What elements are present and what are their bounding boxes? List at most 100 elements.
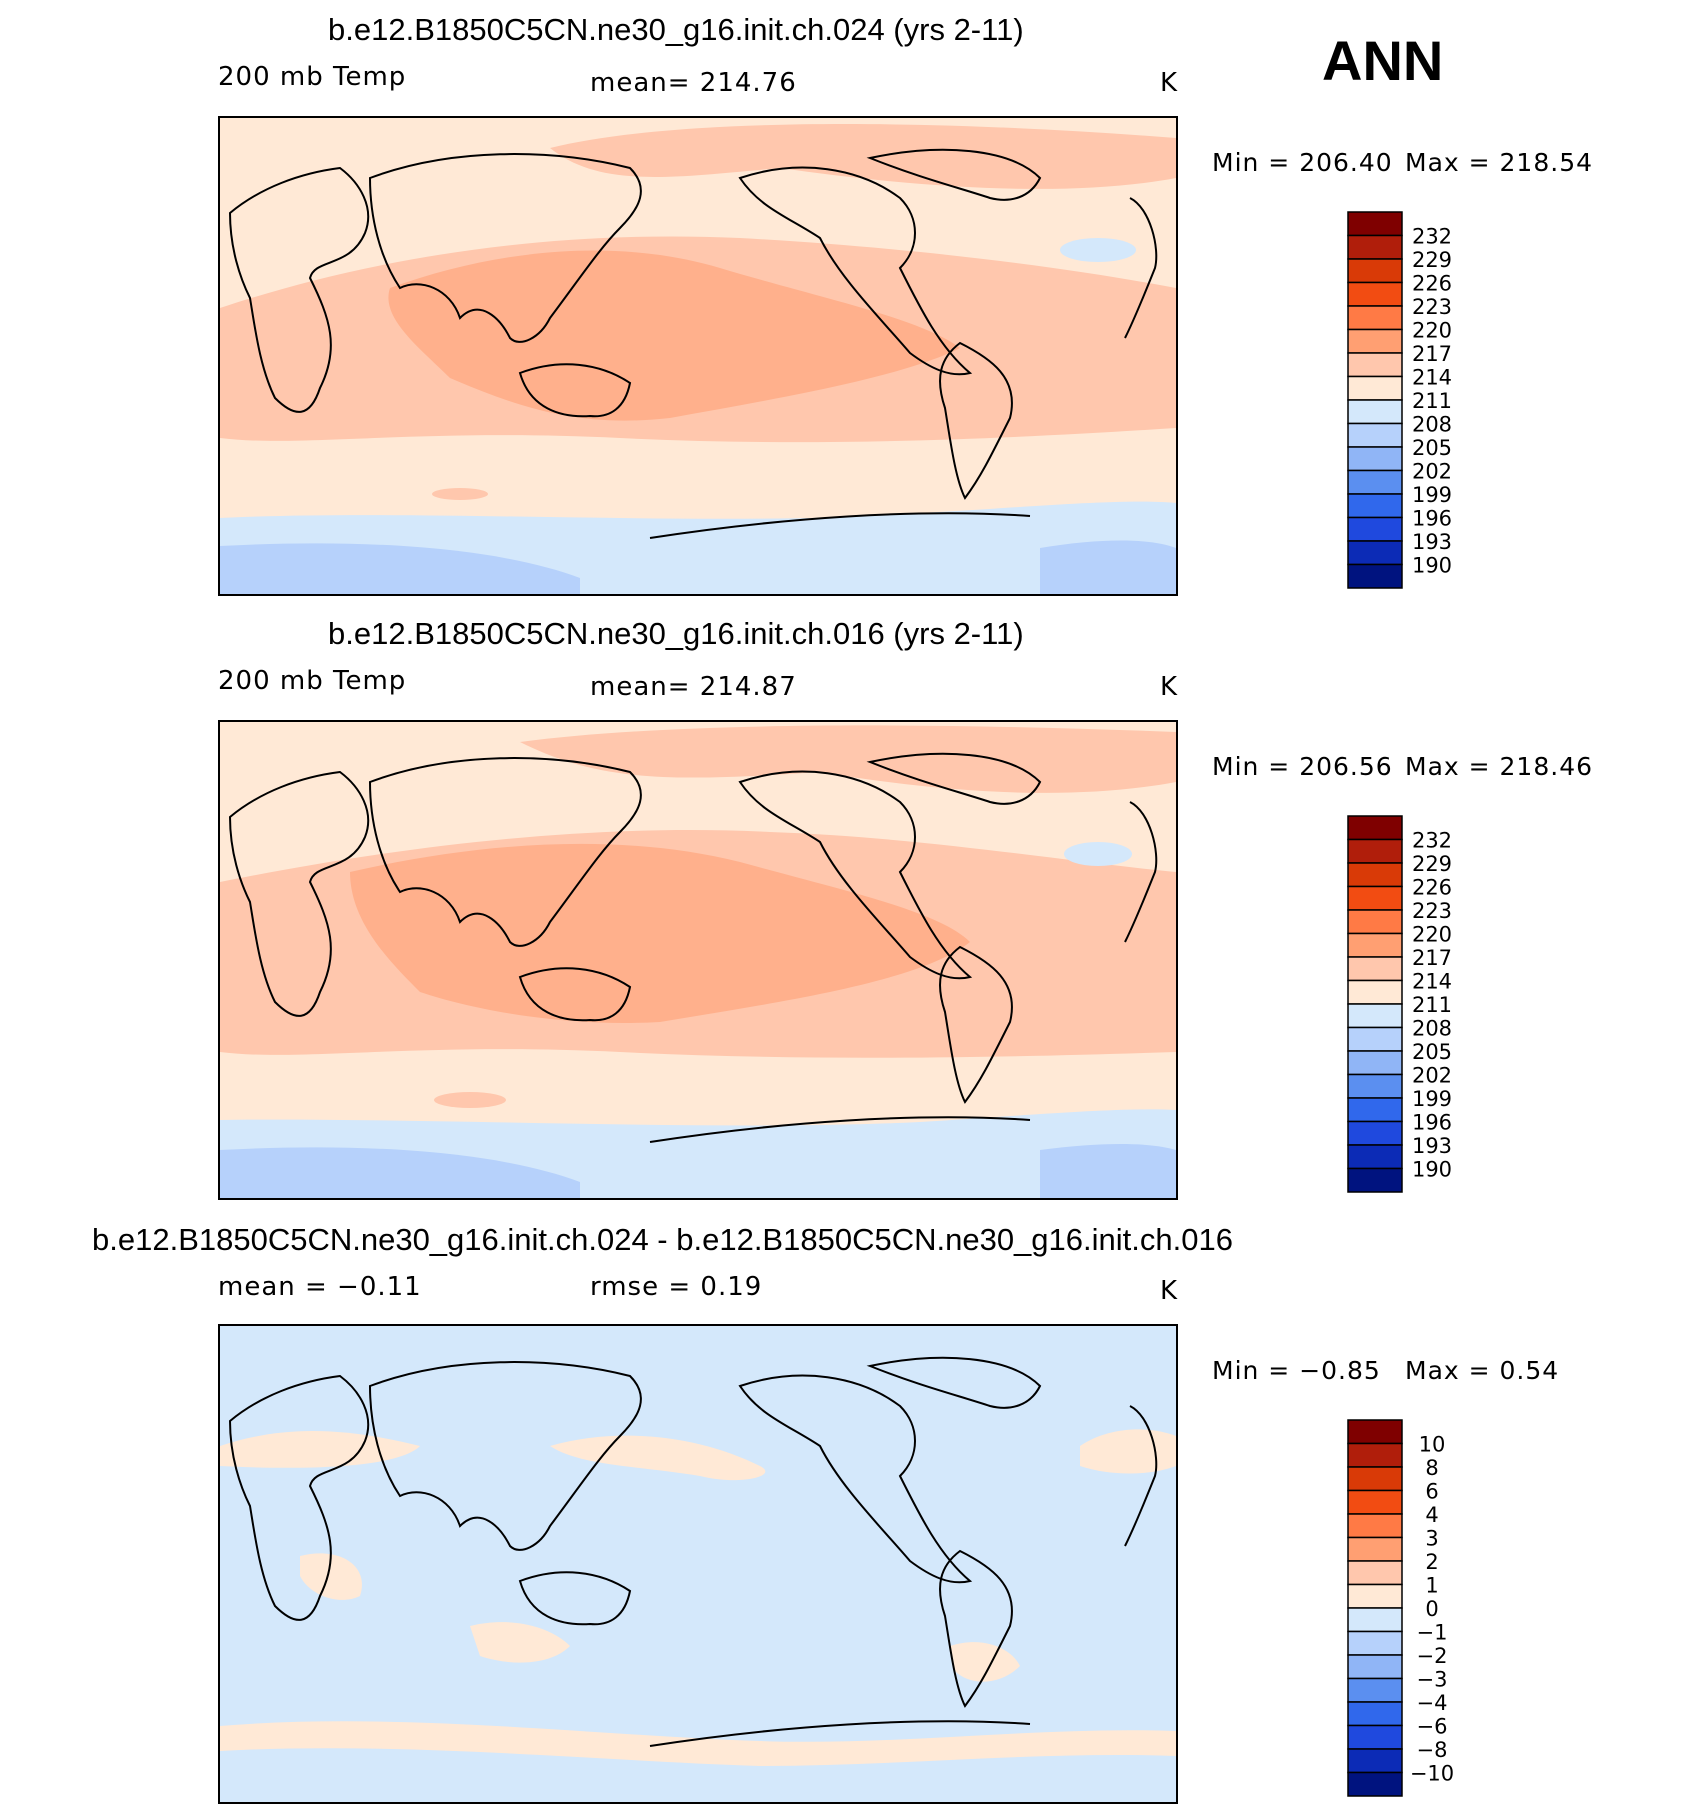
panel-3-max: Max = 0.54	[1405, 1356, 1560, 1385]
panel-3-colorbar-swatch	[1347, 1654, 1403, 1680]
panel-2-colorbar-swatch	[1347, 1003, 1403, 1029]
panel-3-colorbar-tick-label: −8	[1417, 1738, 1448, 1762]
panel-2-title: b.e12.B1850C5CN.ne30_g16.init.ch.016 (yr…	[328, 616, 1024, 651]
panel-1-title: b.e12.B1850C5CN.ne30_g16.init.ch.024 (yr…	[328, 12, 1024, 47]
panel-2-mean: mean= 214.87	[590, 672, 797, 702]
panel-1-colorbar-tick-label: 211	[1412, 389, 1452, 413]
panel-3-colorbar-tick-label: −3	[1417, 1668, 1448, 1692]
panel-3-colorbar-tick-label: −10	[1410, 1762, 1454, 1786]
panel-1-colorbar-swatch	[1347, 281, 1403, 307]
panel-2-colorbar-tick-label: 205	[1412, 1040, 1452, 1064]
panel-1-colorbar-swatch	[1347, 516, 1403, 542]
panel-2-colorbar-tick-label: 196	[1412, 1111, 1452, 1135]
panel-2-colorbar-swatch	[1347, 815, 1403, 841]
panel-2-colorbar-tick-label: 220	[1412, 923, 1452, 947]
panel-2-colorbar-swatch	[1347, 862, 1403, 888]
panel-2-units: K	[1160, 672, 1179, 702]
panel-1-colorbar-swatch	[1347, 422, 1403, 448]
panel-2-colorbar-swatch	[1347, 885, 1403, 911]
panel-1-colorbar-swatch	[1347, 305, 1403, 331]
panel-3-min: Min = −0.85	[1212, 1356, 1381, 1385]
panel-3-colorbar-swatch	[1347, 1442, 1403, 1468]
panel-2-colorbar: 232 229 226 223 220 217 214 211 208 205 202 199 196 1…	[1346, 812, 1466, 1196]
panel-1-colorbar-tick-label: 202	[1412, 460, 1452, 484]
panel-1-colorbar-swatch	[1347, 352, 1403, 378]
panel-1-colorbar-tick-label: 220	[1412, 319, 1452, 343]
panel-1-colorbar-tick-label: 193	[1412, 530, 1452, 554]
panel-3-colorbar-swatch	[1347, 1607, 1403, 1633]
panel-1-colorbar-swatch	[1347, 211, 1403, 237]
panel-3-colorbar-swatch	[1347, 1466, 1403, 1492]
panel-3-colorbar-tick-label: 4	[1425, 1503, 1438, 1527]
panel-3-colorbar-swatch	[1347, 1489, 1403, 1515]
panel-2-colorbar-swatch	[1347, 932, 1403, 958]
panel-1-field	[220, 118, 1176, 594]
panel-3-rmse: rmse = 0.19	[590, 1272, 763, 1302]
panel-1-colorbar-tick-label: 208	[1412, 413, 1452, 437]
panel-1-colorbar-swatch	[1347, 540, 1403, 566]
panel-1-colorbar-swatch	[1347, 469, 1403, 495]
panel-1-colorbar-swatch	[1347, 493, 1403, 519]
panel-1-map	[218, 116, 1178, 596]
panel-2-colorbar-tick-label: 208	[1412, 1017, 1452, 1041]
panel-1-colorbar-swatch	[1347, 375, 1403, 401]
panel-2-colorbar-swatch	[1347, 979, 1403, 1005]
panel-3-mean: mean = −0.11	[218, 1272, 422, 1302]
panel-2-min: Min = 206.56	[1212, 752, 1393, 781]
panel-1-units: K	[1160, 68, 1179, 98]
panel-2-colorbar-tick-label: 190	[1412, 1158, 1452, 1182]
panel-3-colorbar-tick-label: 10	[1419, 1433, 1446, 1457]
panel-3-colorbar-tick-label: 2	[1425, 1550, 1438, 1574]
season-label: ANN	[1322, 29, 1444, 92]
panel-2-colorbar-swatch	[1347, 1167, 1403, 1193]
panel-3-colorbar-tick-label: 6	[1425, 1480, 1438, 1504]
panel-2-colorbar-swatch	[1347, 1120, 1403, 1146]
panel-2-colorbar-svg: 2322292262232202172142112082052021991961…	[1347, 815, 1452, 1193]
panel-2-colorbar-swatch	[1347, 1026, 1403, 1052]
panel-2-colorbar-swatch	[1347, 1073, 1403, 1099]
panel-3-field	[220, 1326, 1176, 1802]
panel-1-max: Max = 218.54	[1405, 148, 1594, 177]
panel-3-colorbar-swatch	[1347, 1419, 1403, 1445]
panel-1-colorbar-tick-label: 226	[1412, 272, 1452, 296]
panel-3-colorbar-tick-label: −6	[1417, 1715, 1448, 1739]
panel-1-colorbar-swatch	[1347, 399, 1403, 425]
panel-2-colorbar-tick-label: 232	[1412, 829, 1452, 853]
panel-2-colorbar-swatch	[1347, 1097, 1403, 1123]
panel-3-colorbar-swatch	[1347, 1748, 1403, 1774]
panel-2-colorbar-swatch	[1347, 1050, 1403, 1076]
panel-1-min: Min = 206.40	[1212, 148, 1393, 177]
panel-2-colorbar-tick-label: 226	[1412, 876, 1452, 900]
panel-2-colorbar-tick-label: 217	[1412, 946, 1452, 970]
panel-2-colorbar-swatch	[1347, 956, 1403, 982]
panel-1-colorbar-swatch	[1347, 563, 1403, 589]
panel-3-colorbar-swatch	[1347, 1560, 1403, 1586]
panel-3-colorbar-tick-label: −4	[1417, 1691, 1448, 1715]
panel-3-colorbar-swatch	[1347, 1536, 1403, 1562]
panel-2-field	[220, 722, 1176, 1198]
panel-3-units: K	[1160, 1276, 1179, 1306]
panel-1-colorbar-tick-label: 214	[1412, 366, 1452, 390]
panel-1-colorbar-tick-label: 190	[1412, 554, 1452, 578]
panel-3-colorbar-swatch	[1347, 1771, 1403, 1797]
panel-2-colorbar-tick-label: 214	[1412, 970, 1452, 994]
panel-1-colorbar-swatch	[1347, 328, 1403, 354]
panel-3-colorbar-swatch	[1347, 1724, 1403, 1750]
panel-1-variable: 200 mb Temp	[218, 62, 407, 92]
panel-2-colorbar-tick-label: 202	[1412, 1064, 1452, 1088]
panel-3-colorbar-tick-label: 8	[1425, 1456, 1438, 1480]
panel-3-colorbar-swatch	[1347, 1701, 1403, 1727]
panel-2-colorbar-tick-label: 223	[1412, 899, 1452, 923]
panel-3-colorbar-tick-label: −2	[1417, 1644, 1448, 1668]
panel-1-colorbar-tick-label: 232	[1412, 225, 1452, 249]
panel-1-colorbar-tick-label: 205	[1412, 436, 1452, 460]
panel-1-mean: mean= 214.76	[590, 68, 797, 98]
panel-3-colorbar-swatch	[1347, 1630, 1403, 1656]
panel-2-colorbar-swatch	[1347, 1144, 1403, 1170]
panel-2-variable: 200 mb Temp	[218, 666, 407, 696]
panel-2-colorbar-swatch	[1347, 838, 1403, 864]
panel-3-colorbar-tick-label: 0	[1425, 1597, 1438, 1621]
panel-1-colorbar-tick-label: 199	[1412, 483, 1452, 507]
panel-3-colorbar-swatch	[1347, 1677, 1403, 1703]
